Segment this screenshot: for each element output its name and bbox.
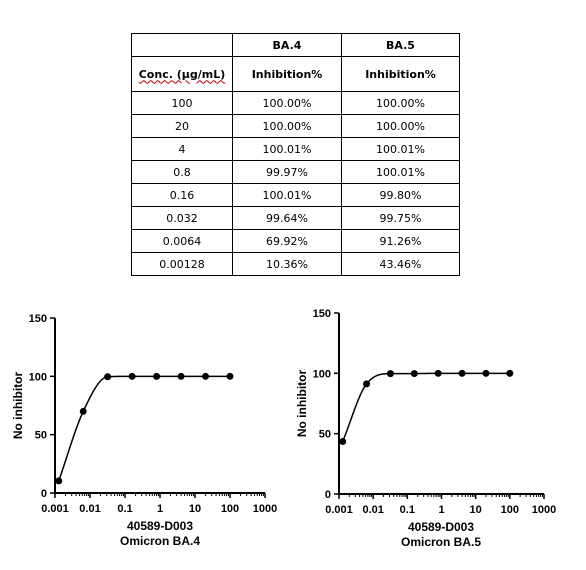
- data-point: [104, 373, 112, 381]
- table-cell: 100: [131, 91, 233, 115]
- fit-curve: [341, 372, 510, 442]
- table-cell: 99.80%: [341, 183, 460, 207]
- x-tick-label: 1000: [532, 504, 556, 516]
- x-tick-label: 0.001: [325, 504, 353, 516]
- data-point: [128, 372, 136, 380]
- table-row: 4 100.01% 100.01%: [131, 137, 460, 161]
- table-subheader-cell: Conc. (µg/mL): [131, 56, 233, 92]
- y-tick-label: 50: [35, 430, 47, 442]
- x-tick-label: 0.001: [41, 503, 69, 515]
- x-tick-label: 0.1: [117, 503, 132, 515]
- y-axis-label: No inhibitor: [295, 370, 309, 438]
- table-cell: 43.46%: [341, 252, 460, 276]
- data-point: [177, 372, 185, 380]
- ba4-dose-response-chart: 0 50 100 150 0.001 0.01 0.1 1 10 100 1000 No inhibi…: [11, 313, 277, 548]
- data-point: [55, 477, 63, 485]
- data-point: [506, 369, 514, 377]
- table-row: 20 100.00% 100.00%: [131, 114, 460, 138]
- inhibition-table: BA.4 BA.5 Conc. (µg/mL) Inhibition% Inhi…: [131, 33, 460, 276]
- table-cell: 100.00%: [341, 114, 460, 138]
- x-axis-label: Omicron BA.4: [120, 534, 200, 548]
- x-tick-label: 0.01: [362, 504, 383, 516]
- data-point: [410, 370, 418, 378]
- y-tick-label: 0: [325, 489, 331, 501]
- table-row: 0.032 99.64% 99.75%: [131, 206, 460, 230]
- data-point: [226, 372, 234, 380]
- table-subheader-cell: Inhibition%: [341, 56, 460, 92]
- table-cell: 20: [131, 114, 233, 138]
- x-tick-label: 0.01: [79, 503, 100, 515]
- table-cell: 0.00128: [131, 252, 233, 276]
- x-tick-label: 1000: [253, 503, 277, 515]
- fit-curve: [58, 375, 230, 482]
- table-row: 0.8 99.97% 100.01%: [131, 160, 460, 184]
- data-point: [79, 407, 87, 415]
- y-tick-label: 0: [41, 488, 47, 500]
- table-cell: 99.64%: [232, 206, 342, 230]
- table-cell: 100.01%: [232, 137, 342, 161]
- data-point: [153, 372, 161, 380]
- data-point: [482, 369, 490, 377]
- x-tick-label: 10: [189, 503, 201, 515]
- x-tick-label: 100: [501, 504, 519, 516]
- x-axis-label: 40589-D003: [127, 519, 193, 533]
- y-axis-label: No inhibitor: [11, 372, 25, 440]
- table-row: 100 100.00% 100.00%: [131, 91, 460, 115]
- data-point: [202, 372, 210, 380]
- data-point: [458, 369, 466, 377]
- table-cell: 0.16: [131, 183, 233, 207]
- table-cell: 100.00%: [232, 114, 342, 138]
- data-point: [386, 370, 394, 378]
- x-axis-label: 40589-D003: [408, 520, 474, 534]
- y-tick-label: 50: [319, 429, 331, 441]
- x-tick-label: 100: [221, 503, 239, 515]
- x-tick-label: 0.1: [400, 504, 415, 516]
- data-point: [339, 438, 347, 446]
- x-axis-label: Omicron BA.5: [401, 535, 481, 549]
- x-tick-label: 10: [470, 504, 482, 516]
- x-tick-label: 1: [157, 503, 163, 515]
- data-point: [363, 380, 371, 388]
- x-tick-label: 1: [438, 504, 444, 516]
- data-point: [434, 369, 442, 377]
- y-tick-label: 150: [313, 308, 331, 320]
- table-cell: 10.36%: [232, 252, 342, 276]
- table-cell: 100.00%: [341, 91, 460, 115]
- y-tick-label: 100: [313, 368, 331, 380]
- y-tick-label: 100: [29, 371, 47, 383]
- table-row: 0.16 100.01% 99.80%: [131, 183, 460, 207]
- conc-label: Conc. (µg/mL): [138, 67, 226, 81]
- table-subheader-row: Conc. (µg/mL) Inhibition% Inhibition%: [131, 56, 460, 92]
- table-cell: 99.97%: [232, 160, 342, 184]
- table-cell: 99.75%: [341, 206, 460, 230]
- y-tick-label: 150: [29, 313, 47, 325]
- table-row: 0.00128 10.36% 43.46%: [131, 252, 460, 276]
- table-cell: 100.01%: [341, 160, 460, 184]
